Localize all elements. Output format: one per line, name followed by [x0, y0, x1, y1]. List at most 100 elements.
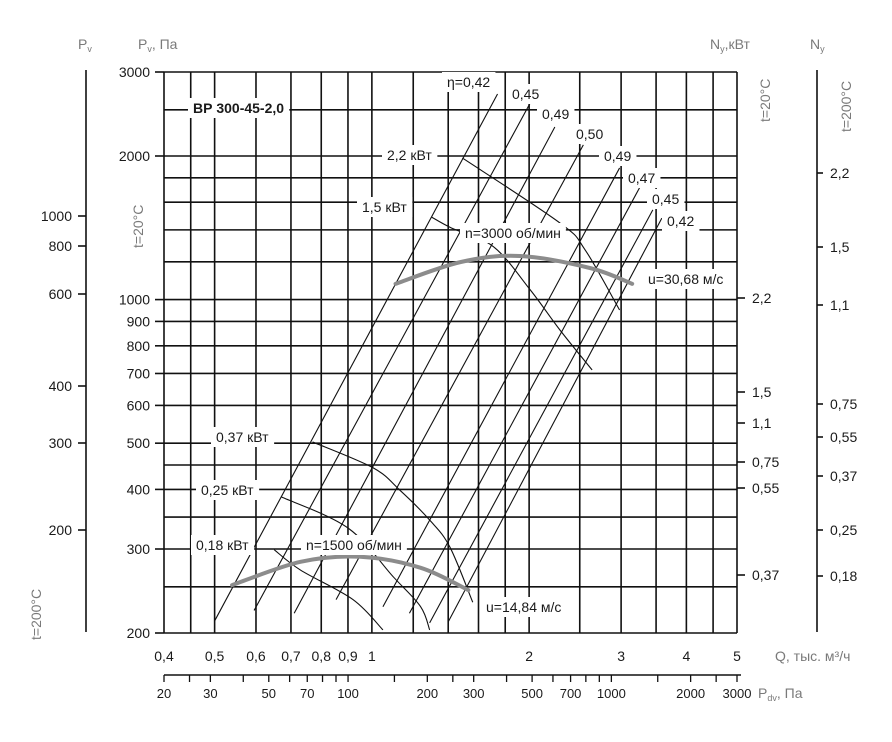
power-label-mask [191, 535, 255, 555]
efficiency-label: 0,49 [542, 106, 569, 122]
performance-curve [393, 253, 635, 286]
y-axis-200c-title-sub: v [87, 44, 92, 54]
dynamic-pressure-tick-label: 30 [203, 686, 217, 701]
efficiency-line [253, 102, 531, 611]
efficiency-label: 0,47 [628, 170, 655, 186]
tip-speed-label-mask [643, 269, 729, 289]
dynamic-pressure-tick-label: 200 [416, 686, 438, 701]
power-label-mask [196, 480, 260, 500]
y-200c-tick-label: 400 [49, 378, 73, 394]
efficiency-label: 0,45 [652, 191, 679, 207]
speed-label: n=1500 об/мин [306, 537, 402, 553]
tip-speed-label-mask [481, 597, 567, 617]
power-200c-tick-label: 0,18 [830, 568, 857, 584]
x-tick-label: 0,9 [338, 648, 358, 664]
efficiency-line [335, 144, 584, 600]
efficiency-line [429, 209, 654, 624]
efficiency-line [447, 217, 663, 623]
dynamic-pressure-axis-title: Pdv, Па [758, 685, 803, 703]
y-axis-200c-temp-label: t=200°C [28, 589, 44, 640]
speed-label-mask [460, 223, 566, 243]
efficiency-label-mask [571, 124, 609, 144]
efficiency-label-group: 0,45 [507, 84, 545, 104]
power-axis-200c-temp-label: t=200°C [838, 81, 854, 132]
power-20c-tick-label: 1,1 [752, 415, 772, 431]
y-tick-label: 1000 [119, 292, 150, 308]
power-axis-200c-title-main: N [810, 36, 820, 52]
efficiency-label-mask [442, 72, 496, 92]
dynamic-pressure-tick-label: 50 [262, 686, 276, 701]
dynamic-pressure-tick-label: 500 [521, 686, 543, 701]
power-label: 2,2 кВт [387, 147, 432, 163]
power-axis-20c-title-suffix: ,кВт [725, 36, 751, 52]
power-curve [312, 441, 474, 603]
y-tick-label: 500 [127, 435, 151, 451]
efficiency-label-mask [599, 146, 637, 166]
speed-label-group: n=1500 об/мин [301, 535, 407, 555]
x-tick-label: 0,4 [154, 648, 174, 664]
power-label-mask [211, 427, 275, 447]
tip-speed-label: u=14,84 м/с [486, 599, 561, 615]
efficiency-label-group: 0,49 [537, 104, 575, 124]
y-tick-label: 300 [127, 541, 151, 557]
y-tick-label: 900 [127, 313, 151, 329]
power-20c-tick-label: 2,2 [752, 290, 772, 306]
efficiency-label-group: 0,47 [623, 168, 661, 188]
power-axis-200c-title: Ny [810, 36, 825, 54]
x-tick-label: 1 [368, 648, 376, 664]
tip-speed-label: u=30,68 м/с [648, 271, 723, 287]
efficiency-label: 0,50 [576, 126, 603, 142]
y-tick-label: 700 [127, 365, 151, 381]
x-tick-label: 0,8 [312, 648, 332, 664]
tip-speed-label-group: u=14,84 м/с [481, 597, 567, 617]
power-label-mask [382, 145, 438, 165]
power-label: 0,37 кВт [216, 429, 269, 445]
efficiency-label-mask [623, 168, 661, 188]
performance-curve [230, 554, 471, 593]
power-axis-20c-title: Ny,кВт [710, 36, 751, 54]
y-tick-label: 600 [127, 397, 151, 413]
y-tick-label: 800 [127, 338, 151, 354]
power-label-group: 0,25 кВт [196, 480, 260, 500]
power-200c-tick-label: 1,1 [830, 297, 850, 313]
efficiency-line [293, 126, 556, 614]
power-label: 0,25 кВт [201, 482, 254, 498]
power-200c-tick-label: 1,5 [830, 239, 850, 255]
x-axis-title: Q, тыс. м³/ч [775, 648, 850, 664]
chart-title-group: ВР 300-45-2,0 [188, 98, 290, 118]
dynamic-pressure-axis-title-main: P [758, 685, 767, 701]
efficiency-label: 0,42 [667, 213, 694, 229]
y-tick-label: 400 [127, 481, 151, 497]
speed-label-group: n=3000 об/мин [460, 223, 566, 243]
y-axis-title-sub: v [147, 44, 152, 54]
power-curve [280, 496, 431, 631]
x-tick-label: 0,5 [205, 648, 225, 664]
power-20c-tick-label: 0,55 [752, 480, 779, 496]
efficiency-label-group: η=0,42 [442, 72, 496, 92]
power-label-group: 1,5 кВт [357, 197, 413, 217]
chart-title-mask [188, 98, 290, 118]
power-label-group: 2,2 кВт [382, 145, 438, 165]
y-axis-title-suffix: , Па [152, 36, 178, 52]
efficiency-label: η=0,42 [447, 74, 490, 90]
y-axis-200c-title: Pv [78, 36, 92, 54]
speed-label: n=3000 об/мин [465, 225, 561, 241]
power-axis-20c-title-main: N [710, 36, 720, 52]
x-tick-label: 0,7 [281, 648, 301, 664]
dynamic-pressure-tick-label: 100 [337, 686, 359, 701]
dynamic-pressure-tick-label: 2000 [676, 686, 705, 701]
power-axis-20c-temp-label: t=20°C [757, 79, 773, 122]
efficiency-label-group: 0,42 [662, 211, 700, 231]
dynamic-pressure-tick-label: 700 [560, 686, 582, 701]
power-axis-200c-title-sub: y [820, 44, 825, 54]
efficiency-label-mask [537, 104, 575, 124]
efficiency-label-group: 0,50 [571, 124, 609, 144]
power-curve [431, 216, 593, 371]
y-tick-label: 3000 [119, 64, 150, 80]
y-tick-label: 2000 [119, 148, 150, 164]
efficiency-line [214, 93, 499, 622]
power-200c-tick-label: 0,75 [830, 396, 857, 412]
efficiency-line [408, 186, 641, 614]
efficiency-line [382, 167, 621, 608]
